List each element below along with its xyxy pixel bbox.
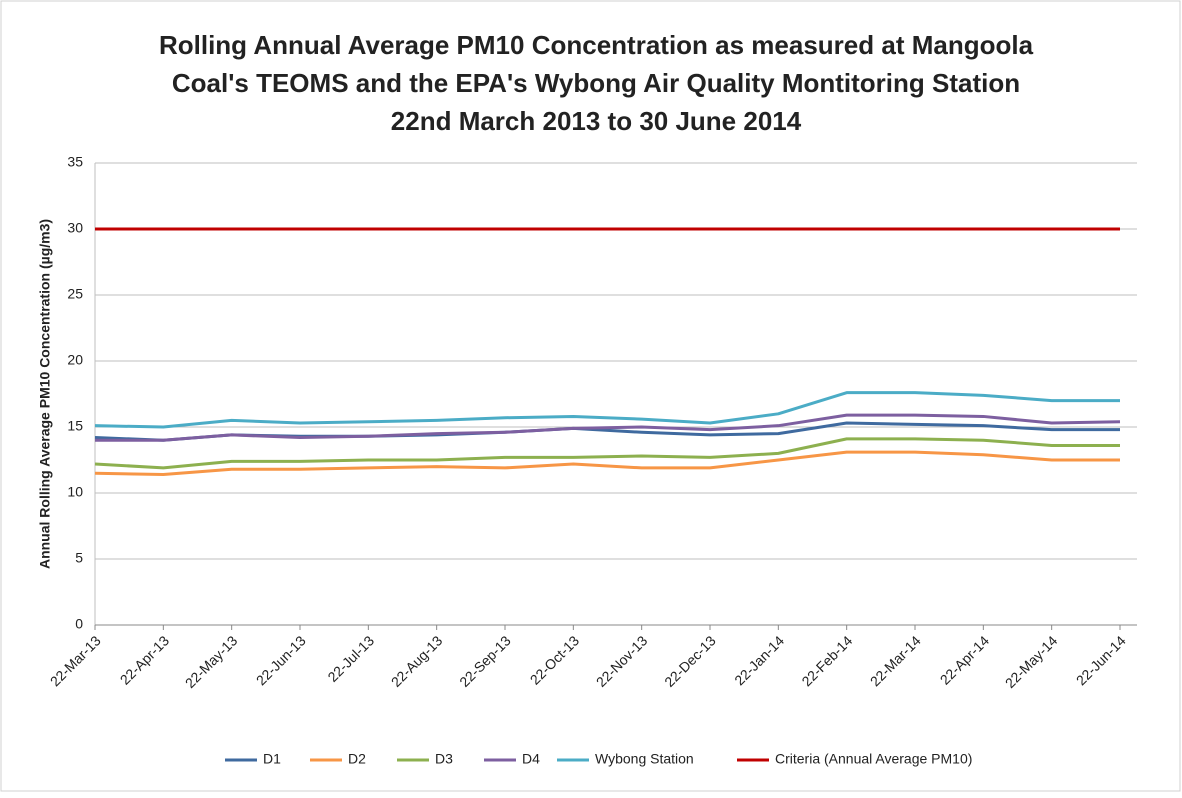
y-tick-label: 30 xyxy=(67,220,83,236)
legend-label: D1 xyxy=(263,751,281,767)
chart-title: 22nd March 2013 to 30 June 2014 xyxy=(391,106,802,136)
series-line xyxy=(95,413,1121,442)
y-tick-label: 25 xyxy=(67,286,83,302)
legend-label: Criteria (Annual Average PM10) xyxy=(775,751,972,767)
y-tick-label: 10 xyxy=(67,484,83,500)
y-tick-label: 15 xyxy=(67,418,83,434)
legend-label: D4 xyxy=(522,751,540,767)
series-line xyxy=(94,437,1120,470)
y-tick-label: 5 xyxy=(75,550,83,566)
series-line xyxy=(94,391,1120,429)
chart-title: Coal's TEOMS and the EPA's Wybong Air Qu… xyxy=(172,68,1020,98)
legend-label: D2 xyxy=(348,751,366,767)
legend-label: D3 xyxy=(435,751,453,767)
y-tick-label: 0 xyxy=(75,616,83,632)
y-tick-label: 35 xyxy=(67,154,83,170)
y-axis-label: Annual Rolling Average PM10 Concentratio… xyxy=(37,219,53,569)
legend-label: Wybong Station xyxy=(595,751,694,767)
y-tick-label: 20 xyxy=(67,352,83,368)
chart-title: Rolling Annual Average PM10 Concentratio… xyxy=(159,30,1034,60)
series-line xyxy=(94,450,1120,477)
